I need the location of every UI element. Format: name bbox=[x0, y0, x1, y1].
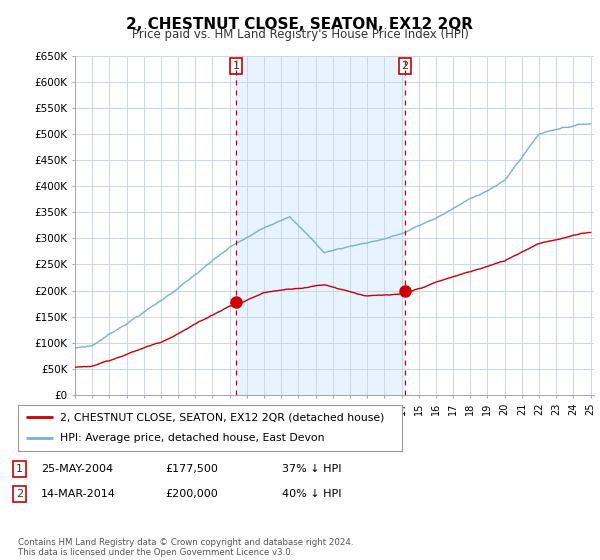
Text: 2, CHESTNUT CLOSE, SEATON, EX12 2QR: 2, CHESTNUT CLOSE, SEATON, EX12 2QR bbox=[127, 17, 473, 32]
Text: £177,500: £177,500 bbox=[165, 464, 218, 474]
Text: Price paid vs. HM Land Registry's House Price Index (HPI): Price paid vs. HM Land Registry's House … bbox=[131, 28, 469, 41]
Text: 2: 2 bbox=[16, 489, 23, 499]
Text: 1: 1 bbox=[16, 464, 23, 474]
Text: 14-MAR-2014: 14-MAR-2014 bbox=[41, 489, 116, 499]
Text: 2, CHESTNUT CLOSE, SEATON, EX12 2QR (detached house): 2, CHESTNUT CLOSE, SEATON, EX12 2QR (det… bbox=[60, 412, 385, 422]
Text: 1: 1 bbox=[233, 61, 239, 71]
Text: Contains HM Land Registry data © Crown copyright and database right 2024.
This d: Contains HM Land Registry data © Crown c… bbox=[18, 538, 353, 557]
Text: HPI: Average price, detached house, East Devon: HPI: Average price, detached house, East… bbox=[60, 433, 325, 444]
Text: 25-MAY-2004: 25-MAY-2004 bbox=[41, 464, 113, 474]
Text: 40% ↓ HPI: 40% ↓ HPI bbox=[282, 489, 341, 499]
Text: 2: 2 bbox=[401, 61, 409, 71]
Text: £200,000: £200,000 bbox=[165, 489, 218, 499]
Text: 37% ↓ HPI: 37% ↓ HPI bbox=[282, 464, 341, 474]
Bar bbox=[236, 56, 405, 395]
